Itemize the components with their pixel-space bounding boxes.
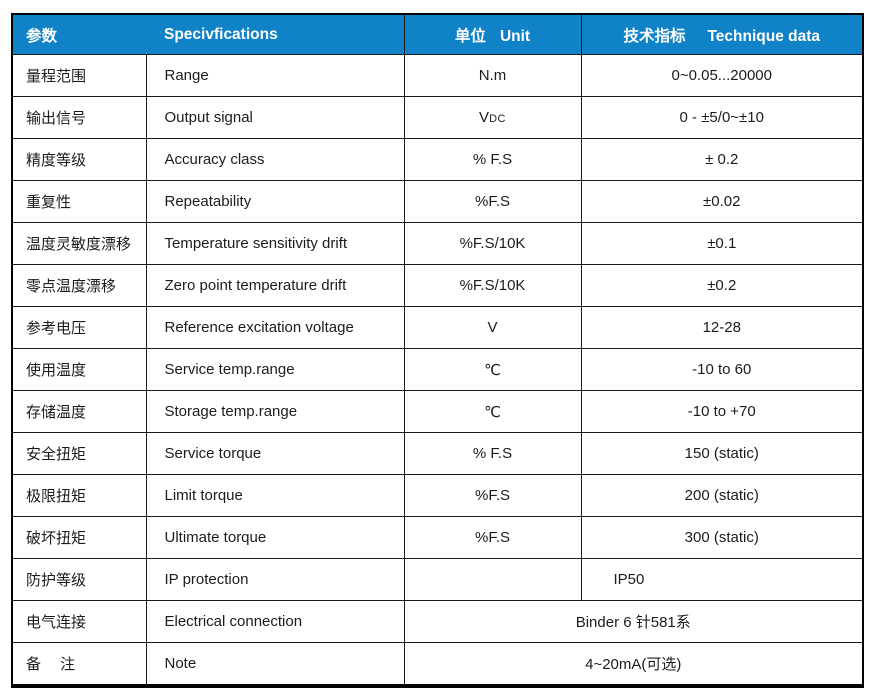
value-cell: 300 (static) <box>580 516 864 559</box>
unit-cell: %F.S/10K <box>403 264 582 307</box>
param-cell: 温度灵敏度漂移 <box>11 222 147 265</box>
unit-cell: %F.S <box>403 474 582 517</box>
spec-table: 参数 Specivfications 单位 Unit 技术指标 Technique … <box>11 13 864 688</box>
spec-cell: Service torque <box>145 432 405 475</box>
table-row: 使用温度 Service temp.range ℃ -10 to 60 <box>11 348 864 391</box>
unit-cell: V <box>403 306 582 349</box>
spec-cell: Reference excitation voltage <box>145 306 405 349</box>
param-cell: 输出信号 <box>11 96 147 139</box>
header-unit: 单位 Unit <box>403 13 582 55</box>
param-cell: 存储温度 <box>11 390 147 433</box>
spec-cell: Note <box>145 642 405 687</box>
spec-cell: Limit torque <box>145 474 405 517</box>
value-cell: ±0.1 <box>580 222 864 265</box>
param-cell: 精度等级 <box>11 138 147 181</box>
spec-cell: Repeatability <box>145 180 405 223</box>
value-cell: 0~0.05...20000 <box>580 54 864 97</box>
table-row: 量程范围 Range N.m 0~0.05...20000 <box>11 54 864 97</box>
spec-table-body: 量程范围 Range N.m 0~0.05...20000 输出信号 Output sig… <box>11 54 864 687</box>
spec-cell: IP protection <box>145 558 405 601</box>
header-spec: Specivfications <box>146 13 405 55</box>
value-cell: 12-28 <box>580 306 864 349</box>
param-cell: 使用温度 <box>11 348 147 391</box>
param-cell: 极限扭矩 <box>11 474 147 517</box>
unit-cell: %F.S <box>403 516 582 559</box>
spec-cell: Temperature sensitivity drift <box>145 222 405 265</box>
header-row: 参数 Specivfications 单位 Unit 技术指标 Technique … <box>11 13 864 55</box>
table-row: 防护等级 IP protection IP50 <box>11 558 864 601</box>
unit-cell <box>403 558 582 601</box>
header-param: 参数 <box>11 13 146 55</box>
table-row: 破坏扭矩 Ultimate torque %F.S 300 (static) <box>11 516 864 559</box>
value-cell: ±0.2 <box>580 264 864 307</box>
unit-cell: % F.S <box>403 432 582 475</box>
unit-cell: N.m <box>403 54 582 97</box>
param-cell: 破坏扭矩 <box>11 516 147 559</box>
unit-cell: %F.S/10K <box>403 222 582 265</box>
table-row: 极限扭矩 Limit torque %F.S 200 (static) <box>11 474 864 517</box>
unit-cell: VDC <box>403 96 582 139</box>
header-technique-zh: 技术指标 <box>623 27 686 45</box>
header-unit-zh: 单位 <box>454 27 486 45</box>
param-cell: 零点温度漂移 <box>11 264 147 307</box>
table-row: 重复性 Repeatability %F.S ±0.02 <box>11 180 864 223</box>
table-row: 备 注 Note 4~20mA(可选) <box>11 642 864 687</box>
unit-cell: ℃ <box>403 348 582 391</box>
table-row: 电气连接 Electrical connection Binder 6 针581系 <box>11 600 864 643</box>
spec-cell: Range <box>145 54 405 97</box>
table-row: 零点温度漂移 Zero point temperature drift %F.S/1… <box>11 264 864 307</box>
spec-cell: Electrical connection <box>145 600 405 643</box>
header-unit-en: Unit <box>499 27 531 45</box>
table-row: 存储温度 Storage temp.range ℃ -10 to +70 <box>11 390 864 433</box>
param-cell: 量程范围 <box>11 54 147 97</box>
spec-cell: Output signal <box>145 96 405 139</box>
param-cell: 电气连接 <box>11 600 147 643</box>
table-row: 安全扭矩 Service torque% F.S 150 (static) <box>11 432 864 475</box>
unit-cell: ℃ <box>403 390 582 433</box>
value-cell: -10 to +70 <box>580 390 864 433</box>
param-cell: 备 注 <box>11 642 147 687</box>
table-row: 精度等级 Accuracy class% F.S ± 0.2 <box>11 138 864 181</box>
table-row: 输出信号 Output signal VDC 0 - ±5/0~±10 <box>11 96 864 139</box>
spec-cell: Ultimate torque <box>145 516 405 559</box>
unit-cell: %F.S <box>403 180 582 223</box>
spec-cell: Storage temp.range <box>145 390 405 433</box>
table-row: 参考电压 Reference excitation voltage V 12-28 <box>11 306 864 349</box>
param-cell: 参考电压 <box>11 306 147 349</box>
spec-cell: Service temp.range <box>145 348 405 391</box>
spec-cell: Accuracy class <box>145 138 405 181</box>
header-technique-en: Technique data <box>707 27 821 45</box>
value-cell: -10 to 60 <box>580 348 864 391</box>
header-technique-data: 技术指标 Technique data <box>580 13 864 55</box>
value-cell: ±0.02 <box>580 180 864 223</box>
value-cell: Binder 6 针581系 <box>403 600 864 643</box>
unit-cell: % F.S <box>403 138 582 181</box>
value-cell: 0 - ±5/0~±10 <box>580 96 864 139</box>
param-cell: 安全扭矩 <box>11 432 147 475</box>
value-cell: 150 (static) <box>580 432 864 475</box>
value-cell: 200 (static) <box>580 474 864 517</box>
value-cell: ± 0.2 <box>580 138 864 181</box>
param-cell: 防护等级 <box>11 558 147 601</box>
table-row: 温度灵敏度漂移 Temperature sensitivity drift %F.S… <box>11 222 864 265</box>
value-cell: IP50 <box>580 558 864 601</box>
value-cell: 4~20mA(可选) <box>403 642 864 687</box>
spec-cell: Zero point temperature drift <box>145 264 405 307</box>
param-cell: 重复性 <box>11 180 147 223</box>
